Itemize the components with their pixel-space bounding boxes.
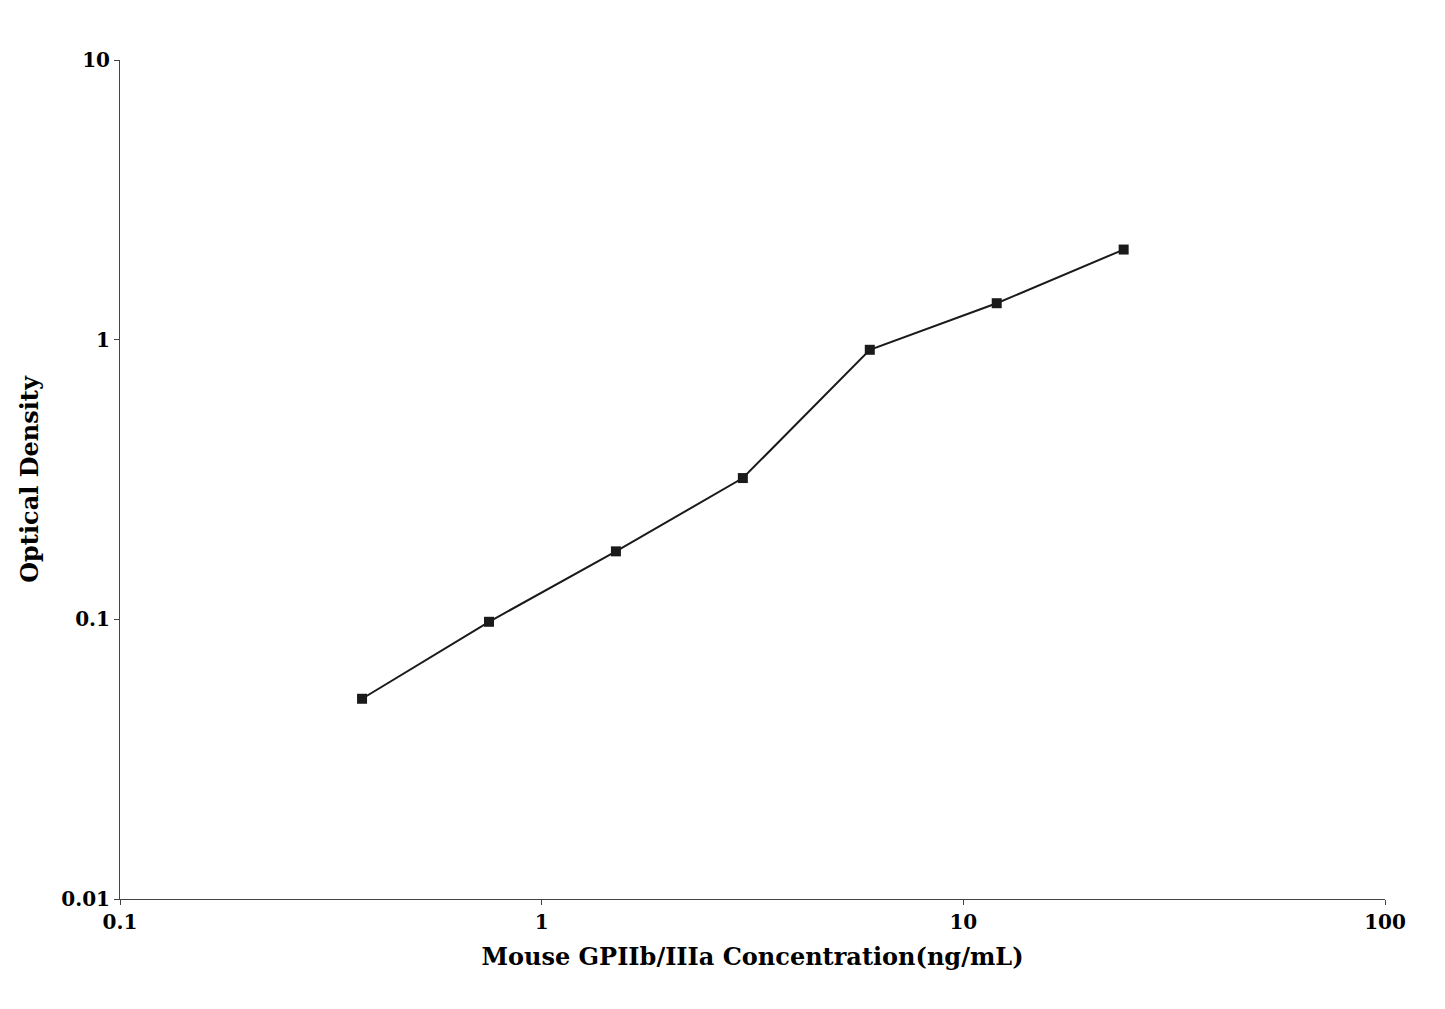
svg-text:1: 1 (535, 910, 549, 934)
svg-text:1: 1 (96, 328, 110, 352)
svg-text:0.1: 0.1 (75, 607, 110, 631)
svg-text:10: 10 (82, 48, 110, 72)
svg-text:0.1: 0.1 (103, 910, 138, 934)
svg-text:0.01: 0.01 (61, 887, 110, 911)
svg-text:10: 10 (949, 910, 977, 934)
svg-text:100: 100 (1364, 910, 1406, 934)
svg-text:Optical Density: Optical Density (15, 375, 44, 583)
svg-text:Mouse GPIIb/IIIa Concentration: Mouse GPIIb/IIIa Concentration(ng/mL) (481, 942, 1023, 971)
